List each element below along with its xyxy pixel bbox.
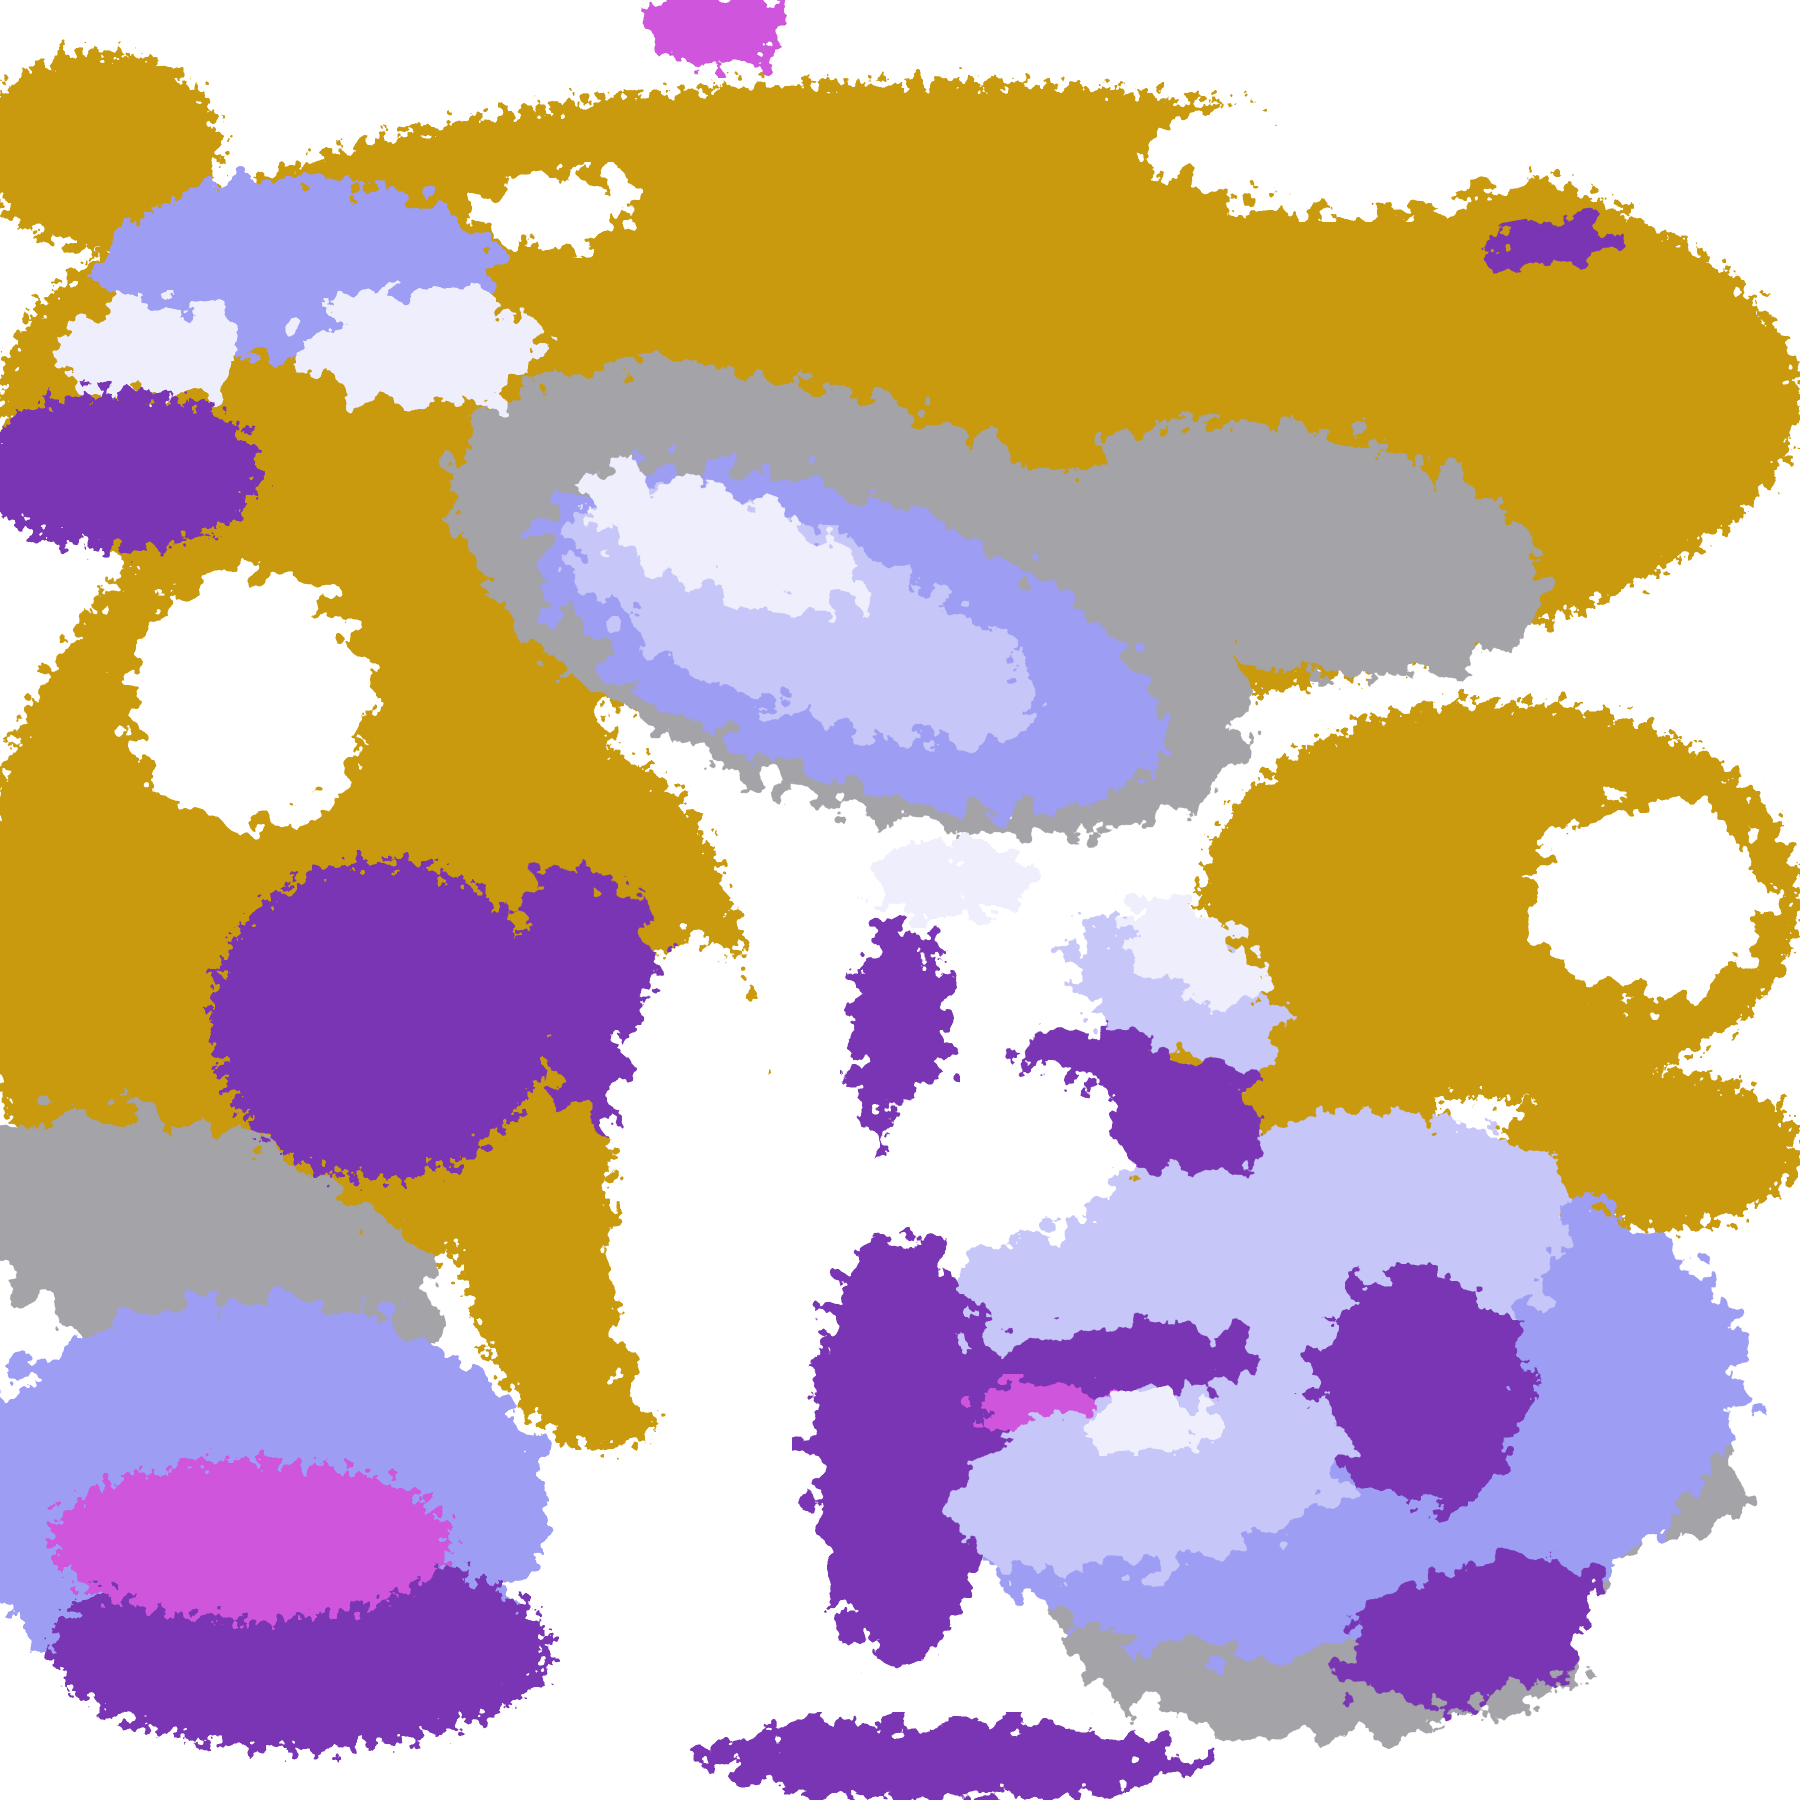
cloud-region-deep-purple xyxy=(1480,217,1620,273)
cloud-region-deep-purple xyxy=(1310,1270,1530,1510)
cloud-region-gold xyxy=(1500,1070,1800,1230)
clear-sky-region xyxy=(1150,90,1550,210)
cloud-region-pale-lavender xyxy=(300,290,540,410)
clear-sky-region xyxy=(480,170,640,250)
cloud-region-pale-lavender xyxy=(60,300,240,400)
clear-sky-region xyxy=(610,940,790,1460)
cloud-region-gold xyxy=(0,50,220,250)
clear-sky-region xyxy=(130,570,370,830)
clear-sky-region xyxy=(1580,1530,1800,1770)
clear-sky-region xyxy=(1530,800,1770,1000)
cloud-region-light-lavender xyxy=(952,1384,1348,1576)
cloud-region-magenta xyxy=(50,1460,450,1620)
cloud-region-light-lavender xyxy=(1071,920,1289,1080)
cloud-region-deep-purple xyxy=(210,860,550,1180)
cloud-region-pale-lavender xyxy=(578,470,862,610)
cloud-region-deep-purple xyxy=(1343,1553,1617,1707)
clear-sky-region xyxy=(880,1060,1120,1240)
cloud-region-magenta xyxy=(650,0,790,70)
cloud-region-pale-lavender xyxy=(870,840,1030,920)
cloud-region-deep-purple xyxy=(700,1720,1200,1800)
cloud-region-pale-lavender xyxy=(1117,897,1263,1003)
cloud-region-pale-lavender xyxy=(1080,1390,1220,1450)
cloud-region-gray xyxy=(1052,424,1548,676)
cloud-region-deep-purple xyxy=(0,390,260,550)
